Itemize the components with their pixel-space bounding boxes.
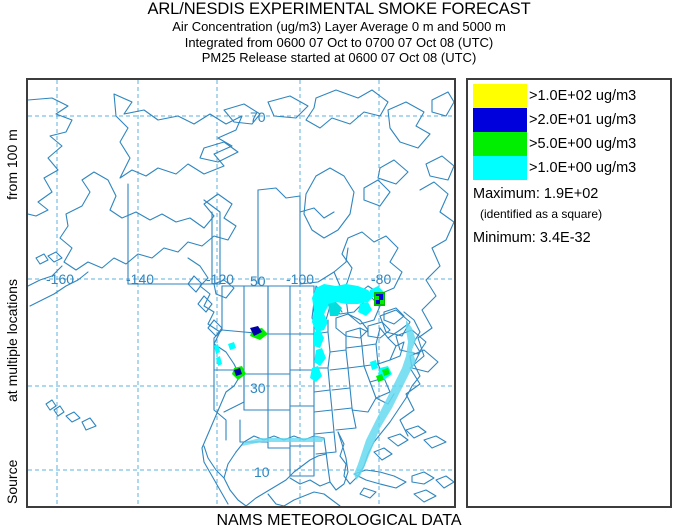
lon-label--80: -80 (371, 271, 391, 287)
plume-virginia (370, 360, 378, 370)
legend-bin-list: >1.0E+02 ug/m3 >2.0E+01 ug/m3 >5.0E+00 u… (473, 84, 669, 180)
maximum-marker-note: (identified as a square) (480, 207, 603, 221)
legend-row-4: >1.0E+00 ug/m3 (473, 156, 669, 180)
coastline-layer (28, 89, 454, 506)
lon-label--160: -160 (46, 271, 74, 287)
lon-label--140: -140 (126, 271, 154, 287)
legend-row-3: >5.0E+00 ug/m3 (473, 132, 669, 156)
legend-swatch-cyan (473, 156, 527, 180)
plume-southern-california (216, 356, 222, 366)
lat-label-50: 50 (250, 273, 266, 289)
legend-swatch-green (473, 132, 527, 156)
smoke-plume-layer (214, 284, 416, 480)
plume-lake-erie (358, 302, 372, 316)
y-axis-label-multiple-locations: at multiple locations (4, 279, 20, 402)
plume-idaho (228, 342, 236, 350)
plume-carolinas (376, 366, 392, 382)
legend-label-3: >5.0E+00 ug/m3 (529, 136, 637, 152)
lat-label-70: 70 (250, 109, 266, 125)
plume-atlantic-coast-band (354, 320, 416, 480)
y-axis-label: Source at multiple locations from 100 m (0, 78, 24, 508)
plume-illinois (314, 330, 324, 348)
page-title: ARL/NESDIS EXPERIMENTAL SMOKE FORECAST (147, 0, 531, 18)
minimum-value-label: Minimum: 3.4E-32 (473, 230, 591, 246)
lat-label-10: 10 (254, 464, 270, 480)
plume-california (214, 344, 220, 354)
legend-row-1: >1.0E+02 ug/m3 (473, 84, 669, 108)
y-axis-label-source: Source (4, 459, 20, 504)
y-axis-label-height: from 100 m (4, 129, 20, 200)
grid-labels: -160 -140 -120 -100 -80 70 50 30 10 (46, 109, 391, 480)
title-subtitle-integration: Integrated from 0600 07 Oct to 0700 07 O… (184, 34, 494, 50)
plume-mississippi-valley (314, 348, 326, 366)
plume-lake-michigan-core (328, 302, 342, 316)
legend-statistics: Maximum: 1.9E+02 (identified as a square… (473, 184, 669, 249)
legend-label-4: >1.0E+00 ug/m3 (529, 160, 637, 176)
legend-swatch-blue (473, 108, 527, 132)
plume-gulf-coast-band (242, 436, 324, 446)
plume-mid-south (310, 366, 322, 382)
legend-label-1: >1.0E+02 ug/m3 (529, 88, 637, 104)
map-panel[interactable]: -160 -140 -120 -100 -80 70 50 30 10 (26, 78, 456, 508)
title-subtitle-release: PM25 Release started at 0600 07 Oct 08 (… (201, 50, 477, 65)
lon-label--100: -100 (286, 271, 314, 287)
legend-panel: >1.0E+02 ug/m3 >2.0E+01 ug/m3 >5.0E+00 u… (466, 78, 672, 508)
plume-wyoming (250, 326, 268, 340)
lat-label-30: 30 (250, 380, 266, 396)
plume-lake-superior (324, 286, 350, 300)
title-block: ARL/NESDIS EXPERIMENTAL SMOKE FORECAST A… (0, 0, 678, 66)
legend-swatch-yellow (473, 84, 527, 108)
maximum-value-label: Maximum: 1.9E+02 (473, 186, 599, 202)
legend-label-2: >2.0E+01 ug/m3 (529, 112, 637, 128)
title-subtitle-concentration: Air Concentration (ug/m3) Layer Average … (172, 19, 506, 34)
x-axis-label: NAMS METEOROLOGICAL DATA (216, 512, 462, 529)
map-svg: -160 -140 -120 -100 -80 70 50 30 10 (28, 80, 454, 506)
legend-row-2: >2.0E+01 ug/m3 (473, 108, 669, 132)
plume-arizona (232, 366, 246, 380)
lon-label--120: -120 (206, 271, 234, 287)
maximum-marker-group (374, 292, 385, 306)
